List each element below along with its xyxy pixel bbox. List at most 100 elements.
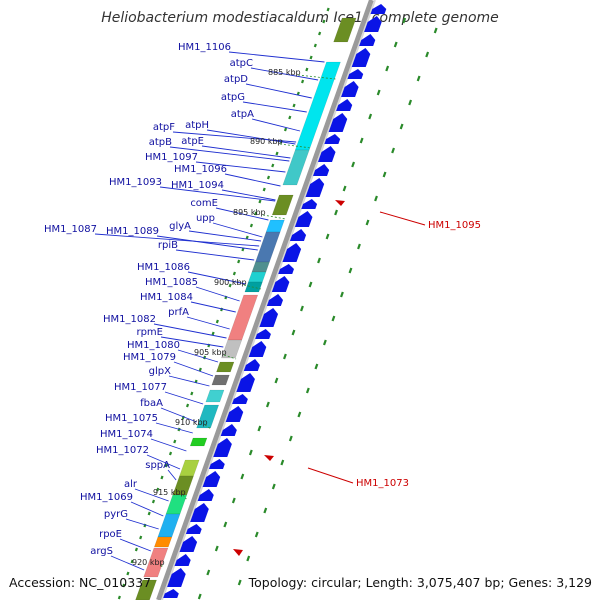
dash-mark: [351, 161, 356, 168]
dash-mark: [325, 233, 330, 240]
label-leader-lines: [94, 51, 325, 571]
dash-mark: [288, 115, 292, 120]
dash-mark: [240, 473, 245, 480]
dash-mark: [309, 55, 313, 60]
dash-mark: [275, 151, 279, 156]
leader-line: [110, 555, 145, 571]
forward-gene-arrow: [317, 146, 336, 162]
dash-mark: [416, 75, 421, 82]
leader-line: [195, 161, 286, 173]
dash-mark: [197, 593, 202, 600]
gene-label: HM1_1085: [145, 277, 198, 288]
dash-mark: [348, 267, 353, 274]
kbp-tick-line: [279, 143, 312, 149]
dash-mark: [139, 535, 143, 540]
gene-label: HM1_1093: [109, 177, 162, 188]
gene-label: alr: [124, 479, 138, 490]
dash-mark: [241, 247, 245, 252]
dash-mark: [382, 171, 387, 178]
dash-mark: [318, 31, 322, 36]
kbp-tick-label: 885 kbp: [268, 68, 301, 77]
forward-gene-arrow: [248, 341, 267, 357]
forward-gene-arrow: [294, 211, 313, 227]
highlight-arrowhead: [233, 549, 243, 556]
forward-gene-arrow: [255, 329, 271, 339]
leader-line: [215, 207, 269, 221]
forward-gene-arrow: [232, 394, 248, 404]
forward-gene-arrow: [336, 99, 353, 111]
leader-line: [221, 189, 276, 201]
dash-mark: [305, 67, 309, 72]
kbp-tick-label: 915 kbp: [153, 488, 186, 497]
leader-line: [156, 235, 258, 251]
gene-label: HM1_1106: [178, 42, 231, 53]
forward-gene-arrow: [313, 164, 330, 176]
gene-block: [251, 261, 270, 273]
gene-label: atpB: [149, 137, 172, 148]
dash-mark: [376, 89, 381, 96]
leader-line: [212, 222, 263, 238]
gene-label: glyA: [169, 221, 191, 232]
dash-mark: [322, 339, 327, 346]
dash-mark: [164, 463, 168, 468]
dash-mark: [342, 185, 347, 192]
dash-mark: [232, 271, 236, 276]
dash-mark: [122, 583, 126, 588]
dash-mark: [249, 223, 254, 228]
gene-label: comE: [190, 198, 218, 209]
gene-label: pyrG: [104, 509, 128, 520]
dash-mark: [228, 283, 232, 288]
gene-label: HM1_1075: [105, 413, 158, 424]
leader-line: [251, 118, 301, 132]
dash-mark: [280, 459, 285, 466]
forward-gene-arrow: [282, 243, 302, 262]
dash-mark: [160, 475, 164, 480]
dash-mark: [126, 571, 130, 576]
kbp-tick-label: 900 kbp: [214, 278, 247, 287]
leader-line: [173, 361, 214, 377]
gene-label: HM1_1096: [174, 164, 227, 175]
leader-line: [242, 101, 307, 113]
gene-label: glpX: [149, 366, 171, 377]
kbp-tick-label: 895 kbp: [233, 208, 266, 217]
gene-label: HM1_1072: [96, 445, 149, 456]
dash-mark: [237, 259, 241, 264]
gene-label: rpiB: [158, 240, 178, 251]
gene-label: HM1_1074: [100, 429, 153, 440]
leader-line: [228, 51, 325, 63]
forward-gene-arrow: [163, 589, 179, 598]
gene-label: atpF: [153, 122, 175, 133]
gene-block: [135, 579, 157, 600]
backbone-line: [156, 0, 374, 600]
gene-block: [265, 219, 285, 233]
dash-mark: [248, 449, 253, 456]
leader-line: [130, 501, 164, 517]
kbp-scale: 885 kbp 890 kbp 895 kbp 900 kbp 905 kbp 910 k…: [132, 68, 336, 570]
forward-gene-arrow: [202, 471, 221, 487]
dash-mark: [237, 579, 242, 586]
gene-label: atpA: [231, 109, 254, 120]
leader-line: [224, 173, 281, 187]
gene-label: HM1_1077: [114, 382, 167, 393]
kbp-tick-label: 920 kbp: [132, 558, 165, 567]
dash-mark: [130, 559, 134, 564]
leader-line: [150, 438, 187, 452]
leader-line: [125, 518, 159, 530]
leader-line: [159, 186, 276, 202]
leader-line: [186, 316, 230, 330]
highlight-leader: [379, 211, 426, 226]
dash-mark: [365, 219, 370, 226]
kbp-tick-label: 910 kbp: [175, 418, 208, 427]
forward-gene-arrow: [328, 113, 348, 132]
dash-mark: [262, 187, 266, 192]
forward-gene-arrow: [305, 178, 325, 197]
gene-label: HM1_1080: [127, 340, 180, 351]
forward-gene-arrow: [213, 438, 232, 457]
dash-mark: [300, 79, 305, 84]
dash-mark: [296, 91, 300, 96]
highlight-arrowhead: [335, 200, 345, 206]
leader-line: [172, 131, 297, 143]
highlight-markers: HM1_1095 HM1_1073: [233, 200, 481, 556]
gene-block: [179, 459, 200, 477]
